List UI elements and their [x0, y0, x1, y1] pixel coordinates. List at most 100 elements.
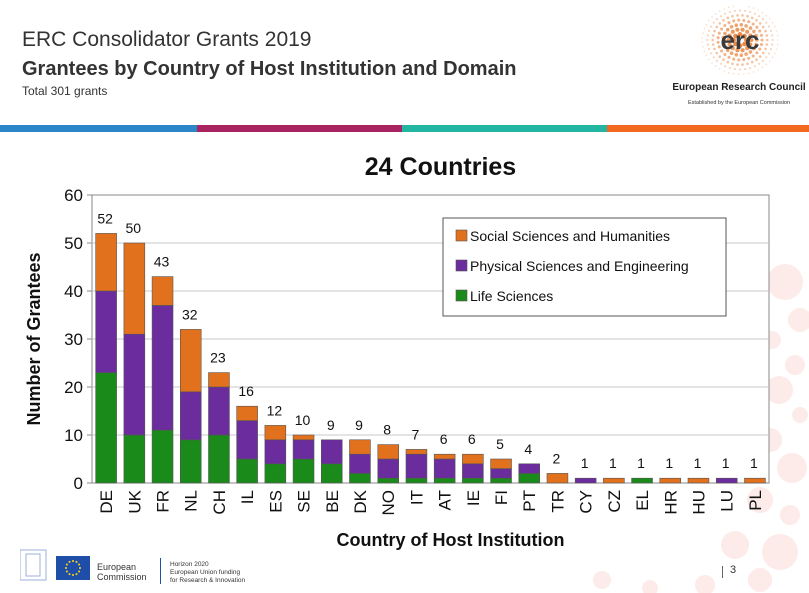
logo-dot — [774, 52, 776, 55]
bar-segment-social-sciences-and-humanities — [377, 444, 399, 460]
logo-dot — [736, 63, 739, 66]
logo-dot — [750, 60, 754, 64]
logo-dot — [732, 19, 736, 23]
page-subtitle: Grantees by Country of Host Institution … — [22, 58, 517, 80]
bar-segment-life-sciences — [320, 463, 343, 484]
bar-segment-social-sciences-and-humanities — [603, 477, 625, 484]
bar-segment-physical-sciences-and-engineering — [292, 439, 315, 460]
x-tick-label: LU — [718, 490, 737, 512]
bar-segment-physical-sciences-and-engineering — [405, 453, 428, 479]
logo-dot — [752, 7, 755, 9]
stripe-segment-teal — [402, 125, 607, 132]
bar-segment-social-sciences-and-humanities — [687, 477, 710, 484]
x-tick-label: FI — [492, 490, 511, 505]
logo-dot — [720, 27, 724, 31]
x-tick-label: IL — [238, 490, 257, 504]
logo-dot — [750, 16, 754, 20]
logo-dot — [726, 60, 730, 64]
stripe-segment-blue — [0, 125, 197, 132]
logo-dot — [727, 55, 731, 59]
x-tick-label: CZ — [605, 490, 624, 513]
logo-dot — [761, 18, 765, 21]
logo-dot — [709, 25, 713, 28]
bar-segment-physical-sciences-and-engineering — [180, 391, 202, 441]
logo-dot — [751, 22, 755, 26]
background-dot — [695, 575, 715, 593]
logo-dot — [728, 71, 730, 74]
bar-segment-social-sciences-and-humanities — [490, 458, 512, 469]
logo-dot — [765, 63, 768, 66]
logo-dot — [711, 16, 713, 18]
y-tick-label: 30 — [64, 330, 83, 349]
logo-dot — [719, 62, 722, 65]
bar-segment-life-sciences — [433, 477, 456, 484]
logo-dot — [748, 33, 753, 38]
logo-dot — [711, 38, 714, 42]
logo-dot — [771, 21, 774, 24]
logo-dot — [711, 34, 715, 37]
logo-dot — [746, 14, 749, 18]
logo-dot — [740, 48, 745, 53]
logo-dot — [744, 68, 747, 71]
bar-total-label: 1 — [581, 455, 589, 471]
logo-dot — [715, 18, 719, 21]
logo-dot — [754, 42, 758, 47]
y-tick-label: 10 — [64, 426, 83, 445]
logo-dot — [718, 10, 721, 12]
logo-dot — [729, 25, 734, 29]
bar-total-label: 6 — [468, 431, 476, 447]
logo-dot — [775, 48, 778, 50]
logo-dot — [732, 57, 736, 61]
logo-dot — [752, 29, 756, 34]
logo-dot — [739, 53, 744, 57]
bar-segment-social-sciences-and-humanities — [180, 329, 202, 393]
logo-dot — [771, 56, 774, 59]
eu-star — [75, 560, 78, 563]
logo-dot — [776, 34, 779, 37]
x-tick-label: CY — [577, 490, 596, 514]
legend-label: Life Sciences — [470, 288, 553, 304]
logo-dot — [737, 43, 743, 48]
logo-dot — [708, 19, 710, 22]
logo-dot — [707, 48, 711, 51]
background-dot — [780, 505, 800, 525]
logo-dot — [706, 43, 709, 46]
logo-dot — [738, 68, 742, 71]
bar-segment-life-sciences — [292, 458, 315, 484]
bar-segment-social-sciences-and-humanities — [264, 425, 287, 441]
logo-dot — [734, 53, 739, 57]
logo-dot — [711, 62, 713, 64]
bar-segment-life-sciences — [208, 434, 230, 484]
logo-dot — [765, 14, 768, 17]
legend-swatch — [455, 259, 468, 272]
bar-segment-life-sciences — [349, 473, 371, 484]
logo-dot — [737, 73, 740, 75]
logo-dot — [755, 19, 758, 22]
bar-segment-social-sciences-and-humanities — [292, 434, 315, 441]
logo-dot — [730, 46, 735, 51]
total-grants-label: Total 301 grants — [22, 84, 108, 98]
bar-segment-life-sciences — [95, 372, 117, 484]
logo-dot — [752, 71, 755, 73]
x-tick-label: NO — [379, 490, 398, 516]
logo-dot — [759, 43, 764, 47]
logo-dot — [749, 10, 752, 14]
logo-dot — [744, 24, 748, 28]
bar-total-label: 50 — [126, 220, 142, 236]
logo-dot — [776, 43, 779, 46]
x-tick-label: NL — [182, 490, 201, 512]
logo-dot — [741, 63, 744, 66]
y-tick-label: 0 — [74, 474, 83, 493]
logo-dot — [724, 65, 727, 68]
logo-dot — [726, 16, 730, 20]
logo-dot — [768, 60, 771, 62]
bar-segment-physical-sciences-and-engineering — [151, 305, 174, 431]
logo-dot — [725, 48, 730, 53]
logo-dot — [701, 41, 704, 44]
logo-dot — [713, 29, 716, 33]
bar-segment-social-sciences-and-humanities — [659, 477, 681, 484]
logo-dot — [727, 21, 731, 25]
logo-dot — [767, 52, 771, 55]
eu-star — [78, 563, 81, 566]
logo-dot — [771, 38, 774, 42]
